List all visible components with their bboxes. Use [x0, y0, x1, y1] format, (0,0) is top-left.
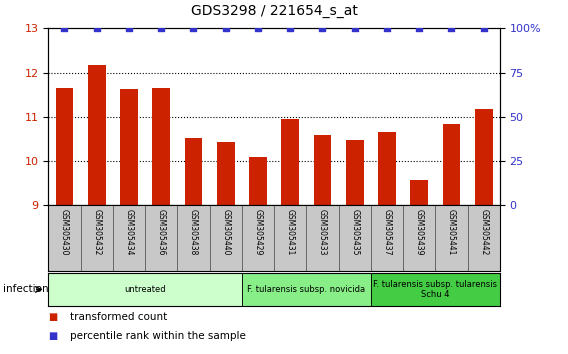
Text: GSM305434: GSM305434 [124, 209, 133, 255]
Point [479, 25, 488, 31]
Text: GSM305442: GSM305442 [479, 209, 488, 255]
Point [318, 25, 327, 31]
Text: GSM305441: GSM305441 [447, 209, 456, 255]
Text: F. tularensis subsp. tularensis
Schu 4: F. tularensis subsp. tularensis Schu 4 [373, 280, 498, 299]
Text: transformed count: transformed count [70, 312, 167, 322]
Point [350, 25, 359, 31]
Text: GDS3298 / 221654_s_at: GDS3298 / 221654_s_at [191, 4, 357, 18]
Point [221, 25, 230, 31]
Bar [314, 136, 331, 205]
Bar [217, 143, 235, 205]
Text: untreated: untreated [124, 285, 166, 294]
Text: GSM305433: GSM305433 [318, 209, 327, 255]
Bar [185, 138, 202, 205]
Point [382, 25, 391, 31]
Text: F. tularensis subsp. novicida: F. tularensis subsp. novicida [247, 285, 365, 294]
Point [157, 25, 166, 31]
Bar [475, 109, 492, 205]
Text: ■: ■ [48, 312, 57, 322]
Point [60, 25, 69, 31]
Text: GSM305439: GSM305439 [415, 209, 424, 255]
Text: percentile rank within the sample: percentile rank within the sample [70, 331, 246, 341]
Bar [88, 65, 106, 205]
Point [253, 25, 262, 31]
Bar [120, 90, 138, 205]
Text: GSM305429: GSM305429 [253, 209, 262, 255]
Point [415, 25, 424, 31]
Bar [152, 88, 170, 205]
Text: GSM305431: GSM305431 [286, 209, 295, 255]
Bar [249, 157, 267, 205]
Text: GSM305438: GSM305438 [189, 209, 198, 255]
Bar [242, 273, 371, 306]
Text: ■: ■ [48, 331, 57, 341]
Text: GSM305432: GSM305432 [92, 209, 101, 255]
Text: GSM305430: GSM305430 [60, 209, 69, 255]
Bar [346, 140, 364, 205]
Text: GSM305436: GSM305436 [157, 209, 166, 255]
Bar [281, 119, 299, 205]
Point [447, 25, 456, 31]
Point [92, 25, 101, 31]
Point [286, 25, 295, 31]
Text: infection: infection [3, 284, 48, 295]
Bar [48, 273, 242, 306]
Bar [410, 180, 428, 205]
Text: GSM305440: GSM305440 [221, 209, 230, 255]
Bar [56, 88, 73, 205]
Bar [442, 124, 460, 205]
Bar [371, 273, 500, 306]
Bar [378, 132, 396, 205]
Point [189, 25, 198, 31]
Text: GSM305437: GSM305437 [382, 209, 391, 255]
Point [124, 25, 133, 31]
Text: GSM305435: GSM305435 [350, 209, 359, 255]
